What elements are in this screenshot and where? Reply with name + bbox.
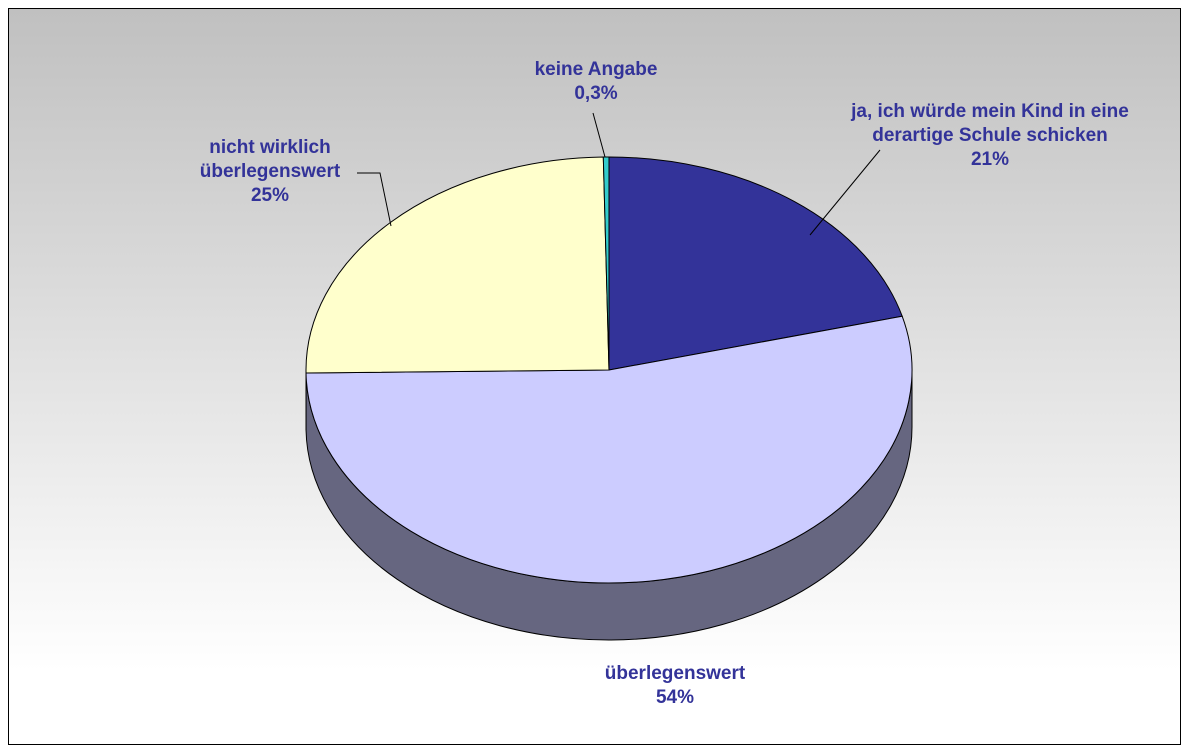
leader-line [592,112,606,158]
slice [305,315,913,584]
slice [602,156,610,371]
leader-line [357,172,392,227]
slice-label: überlegenswert 54% [560,662,790,710]
slice-label: nicht wirklich überlegenswert 25% [180,136,360,208]
category-label: ja, ich würde mein Kind in eine derartig… [851,101,1129,146]
value-label: 21% [970,149,1010,170]
value-label: 25% [250,185,290,206]
value-label: 54% [655,687,695,708]
value-label: 0,3% [574,83,618,104]
category-label: überlegenswert [604,663,746,684]
category-label: keine Angabe [534,59,658,80]
slice [305,156,610,374]
slice-label: keine Angabe 0,3% [496,58,696,106]
slice [608,156,903,371]
leader-line [809,149,881,236]
slice-label: ja, ich würde mein Kind in eine derartig… [850,100,1130,172]
category-label: nicht wirklich überlegenswert [199,137,341,182]
pie [305,156,913,641]
